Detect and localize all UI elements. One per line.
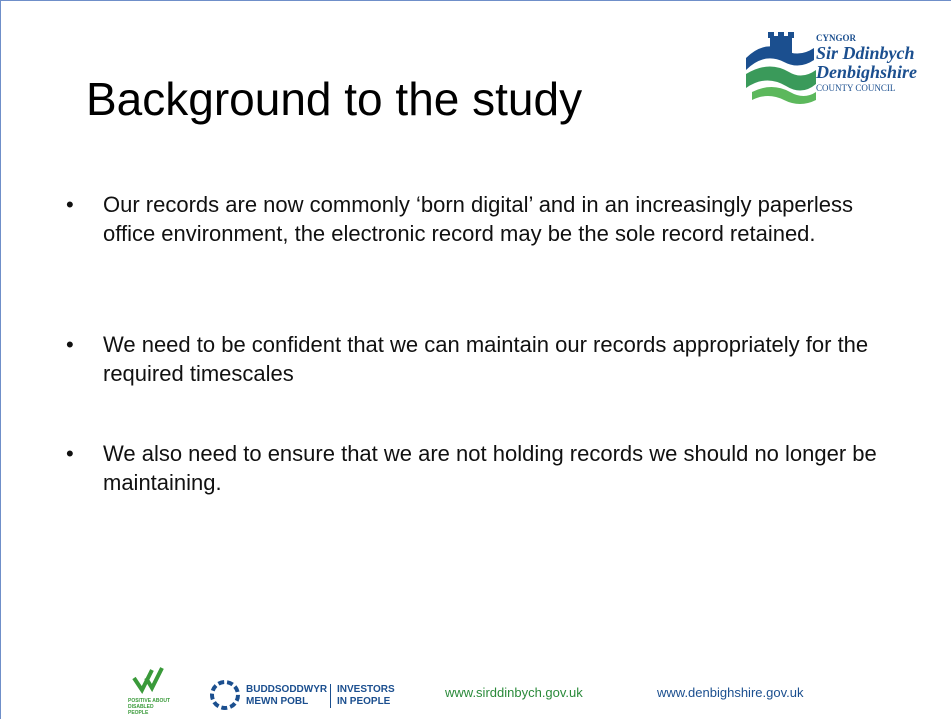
url-welsh: www.sirddinbych.gov.uk (445, 685, 583, 700)
disability-icon (132, 667, 164, 694)
bullet-item: • Our records are now commonly ‘born digi… (66, 190, 886, 248)
council-logo (746, 32, 816, 104)
logo-text: CYNGOR (816, 33, 856, 43)
logo-text: Sir Ddinbych (816, 43, 915, 63)
investors-line: INVESTORS (337, 684, 395, 695)
investors-line: BUDDSODDWYR (246, 684, 328, 695)
bullet-text: We need to be confident that we can main… (103, 332, 869, 386)
disability-badge-text: POSITIVE ABOUT DISABLED PEOPLE (128, 698, 171, 716)
bullet-item: • We also need to ensure that we are not … (66, 439, 886, 497)
investors-line: IN PEOPLE (337, 696, 391, 707)
bullet-text: Our records are now commonly ‘born digit… (103, 192, 853, 246)
investors-line: MEWN POBL (246, 696, 309, 707)
bullet-text: We also need to ensure that we are not h… (103, 441, 877, 495)
url-english: www.denbighshire.gov.uk (657, 685, 804, 700)
investors-english: INVESTORS IN PEOPLE (330, 684, 395, 708)
investors-icon (210, 680, 240, 710)
logo-text: Denbighshire (816, 62, 918, 82)
investors-welsh: BUDDSODDWYR MEWN POBL (246, 684, 327, 708)
slide-title: Background to the study (86, 73, 583, 125)
logo-text: COUNTY COUNCIL (816, 83, 896, 93)
bullet-item: • We need to be confident that we can mai… (66, 330, 886, 388)
